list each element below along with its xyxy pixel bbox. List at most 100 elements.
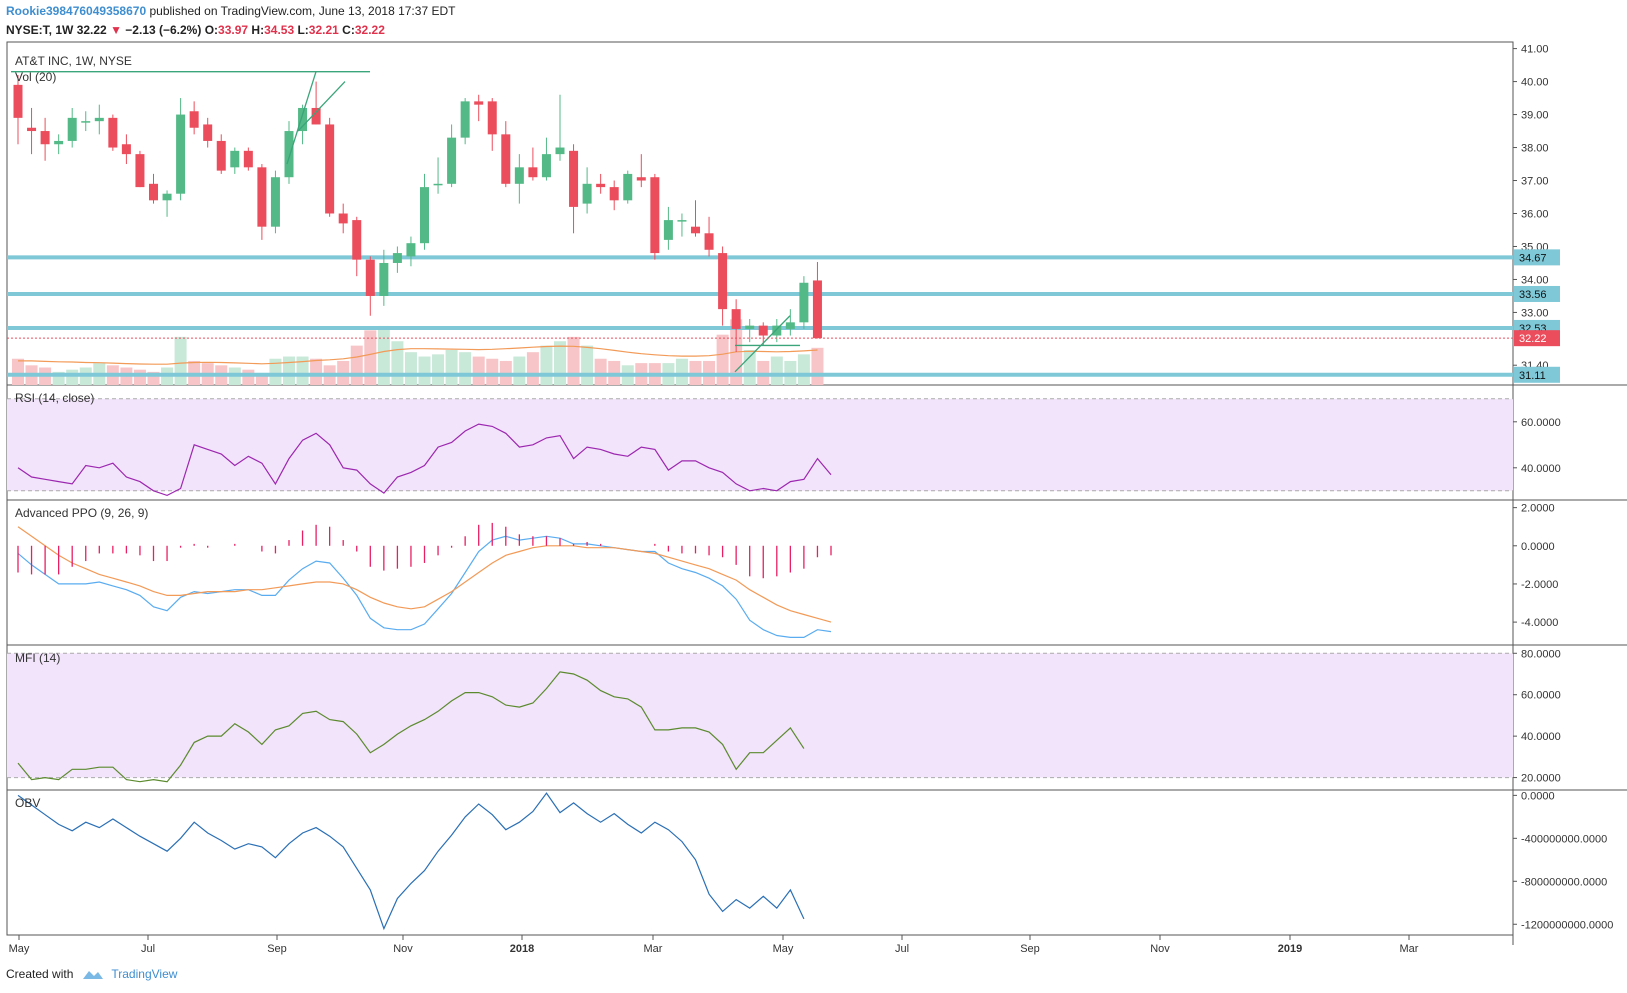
axis-label: 2.0000 xyxy=(1521,503,1555,515)
candle-body xyxy=(311,107,321,125)
axis-label: -400000000.0000 xyxy=(1521,833,1607,845)
open-value: 33.97 xyxy=(218,23,249,37)
volume-bar xyxy=(66,369,79,385)
level-tag xyxy=(1514,249,1560,266)
volume-bar xyxy=(526,352,539,385)
candle-body xyxy=(13,84,23,118)
candle-body xyxy=(365,259,375,296)
candle-body xyxy=(176,114,186,194)
obv-line xyxy=(17,792,805,931)
indicator-band xyxy=(7,398,1513,491)
axis-label: 40.00 xyxy=(1521,77,1549,89)
price-pane[interactable]: 41.0040.0039.0038.0037.0036.0035.0034.00… xyxy=(7,44,1560,385)
candle-body xyxy=(569,150,579,207)
candle-body xyxy=(325,124,335,214)
publish-info: published on TradingView.com, June 13, 2… xyxy=(149,4,456,18)
axis-label: -4.0000 xyxy=(1521,617,1558,629)
candle-body xyxy=(623,173,633,201)
candle-body xyxy=(298,107,308,132)
axis-label: 40.0000 xyxy=(1521,463,1561,475)
level-tag xyxy=(1514,285,1560,302)
open-label: O: xyxy=(204,23,219,37)
volume-bar xyxy=(675,358,688,385)
volume-bar xyxy=(242,369,255,385)
volume-bar xyxy=(310,358,323,385)
price-change: −2.13 (−6.2%) xyxy=(125,23,202,37)
candle-body xyxy=(663,220,673,240)
candle-body xyxy=(203,124,213,141)
candle-body xyxy=(284,131,294,178)
candle-body xyxy=(420,187,429,244)
level-tag-label: 34.67 xyxy=(1519,252,1547,264)
trendline xyxy=(286,71,317,165)
candle-body xyxy=(636,177,646,181)
rsi-line xyxy=(17,423,832,497)
candle-body xyxy=(718,253,728,310)
axis-label: 60.0000 xyxy=(1521,417,1561,429)
indicator-band xyxy=(7,653,1513,778)
volume-bar xyxy=(554,341,566,385)
candle-body xyxy=(257,167,267,227)
volume-bar xyxy=(716,334,729,385)
low-label: L: xyxy=(297,23,309,37)
time-label: 2018 xyxy=(510,943,534,955)
created-with-label: Created with xyxy=(6,967,74,981)
candle-body xyxy=(67,117,77,141)
axis-label: 41.00 xyxy=(1521,44,1549,56)
mfi-line xyxy=(17,671,805,783)
ppo-pane[interactable]: 2.0000 0.0000 -2.0000 -4.0000 Advanced PPO (… xyxy=(15,503,1558,638)
candle-body xyxy=(555,147,565,155)
candle-body xyxy=(121,144,131,155)
candle-body xyxy=(433,183,443,186)
volume-bar xyxy=(391,341,404,385)
last-price: 32.22 xyxy=(76,23,107,37)
mfi-pane[interactable]: 80.0000 60.0000 40.0000 20.0000 MFI (14) xyxy=(7,648,1561,785)
indicator-title: RSI (14, close) xyxy=(15,391,94,405)
candle-body xyxy=(108,117,118,148)
tradingview-link[interactable]: TradingView xyxy=(111,967,178,981)
time-axis[interactable]: May Jul Sep Nov 2018 Mar May Jul Sep Nov 2019 Mar xyxy=(9,935,1419,955)
candle-body xyxy=(799,282,809,323)
low-value: 32.21 xyxy=(308,23,339,37)
volume-bar xyxy=(364,330,377,385)
ohlc-readout: NYSE:T, 1W 32.22 ▼ −2.13 (−6.2%) O:33.97… xyxy=(6,23,385,37)
tradingview-cloud-icon xyxy=(83,971,104,979)
volume-bar xyxy=(770,356,783,385)
high-value: 34.53 xyxy=(264,23,295,37)
axis-label: -1200000000.0000 xyxy=(1521,919,1613,931)
volume-bar xyxy=(418,356,431,385)
price-pane-title: AT&T INC, 1W, NYSE xyxy=(15,54,132,68)
level-tag-label: 33.56 xyxy=(1519,289,1547,301)
candle-body xyxy=(216,140,226,171)
candle-body xyxy=(772,325,782,336)
volume-bar xyxy=(174,336,187,385)
close-label: C: xyxy=(342,23,355,37)
volume-bar xyxy=(445,350,458,385)
candle-body xyxy=(135,154,145,188)
time-label: Mar xyxy=(1400,943,1419,955)
axis-label: 40.0000 xyxy=(1521,731,1561,743)
down-arrow-icon: ▼ xyxy=(110,23,122,37)
volume-bar xyxy=(513,356,526,385)
volume-bar xyxy=(133,369,146,385)
candle-body xyxy=(338,213,348,224)
drawn-trendlines xyxy=(11,71,800,373)
level-tag xyxy=(1514,366,1560,383)
volume-bar xyxy=(594,358,607,385)
axis-label: 33.00 xyxy=(1521,307,1549,319)
volume-bar xyxy=(811,347,824,385)
candle-body xyxy=(474,101,484,105)
last-price-tag-label: 32.22 xyxy=(1519,333,1547,345)
axis-label: 0.0000 xyxy=(1521,541,1555,553)
obv-pane[interactable]: 0.0000 -400000000.0000 -800000000.0000 -120… xyxy=(15,790,1613,931)
candle-body xyxy=(94,117,104,122)
indicator-title: MFI (14) xyxy=(15,651,60,665)
candle-body xyxy=(731,309,741,329)
time-label: Jul xyxy=(141,943,155,955)
volume-bar xyxy=(296,356,309,385)
candle-body xyxy=(406,243,416,257)
author-link[interactable]: Rookie398476049358670 xyxy=(6,4,147,18)
rsi-pane[interactable]: 60.0000 40.0000 RSI (14, close) xyxy=(7,391,1561,497)
candle-body xyxy=(270,177,280,227)
